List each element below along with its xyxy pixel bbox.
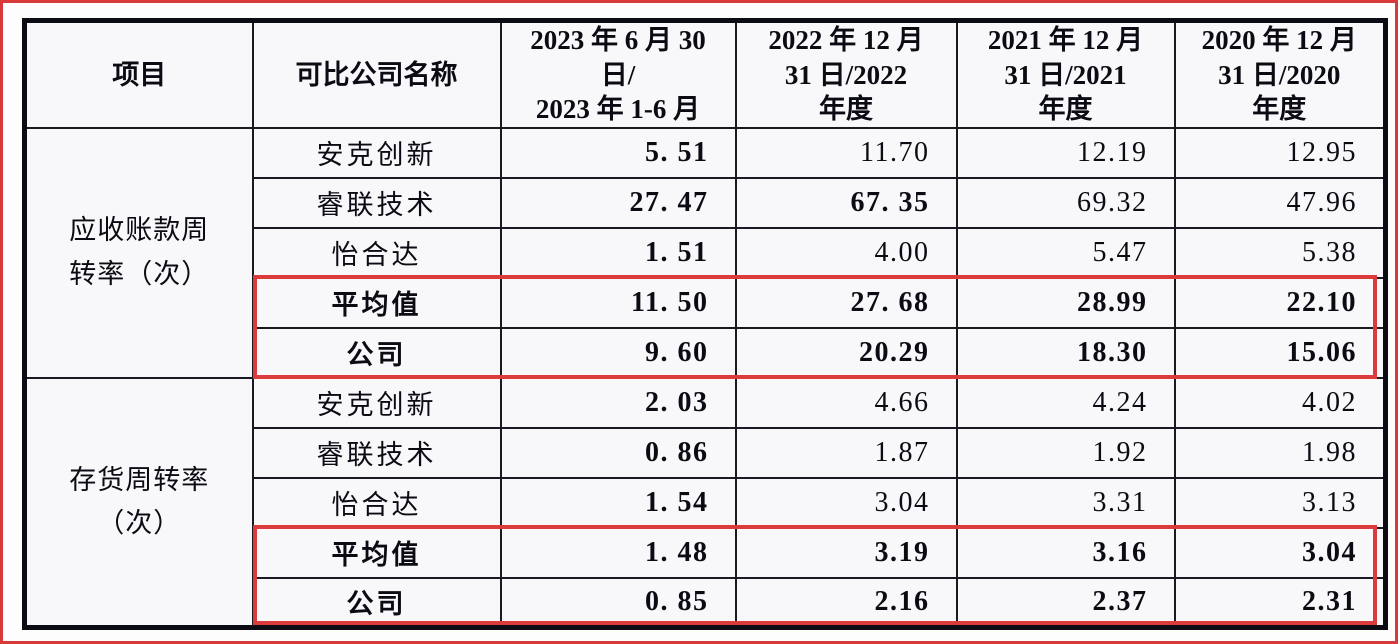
company-cell: 怡合达	[251, 226, 502, 279]
value-cell: 0. 86	[499, 426, 737, 479]
header-item: 项目	[23, 19, 254, 129]
value-cell: 1.87	[734, 426, 958, 479]
turnover-comparison-table: 项目 可比公司名称 2023 年 6 月 30 日/ 2023 年 1-6 月 …	[22, 18, 1388, 631]
company-cell: 睿联技术	[251, 426, 502, 479]
value-cell: 1. 51	[499, 226, 737, 279]
value-cell: 4.24	[955, 376, 1176, 429]
value-cell: 3.04	[734, 476, 958, 529]
value-cell: 28.99	[955, 276, 1176, 329]
value-cell: 0. 85	[499, 576, 737, 629]
value-cell: 5.47	[955, 226, 1176, 279]
company-cell: 公司	[251, 576, 502, 629]
table-row: 怡合达 1. 51 4.00 5.47 5.38	[25, 226, 1387, 279]
section-label-receivable-turnover: 应收账款周 转率（次）	[23, 126, 254, 379]
value-cell: 2.37	[955, 576, 1176, 629]
value-cell: 22.10	[1173, 276, 1387, 329]
value-cell: 1.98	[1173, 426, 1387, 479]
value-cell: 2.16	[734, 576, 958, 629]
value-cell: 4.66	[734, 376, 958, 429]
header-period-2020: 2020 年 12 月 31 日/2020 年度	[1173, 19, 1387, 129]
value-cell: 12.19	[955, 126, 1176, 179]
value-cell: 15.06	[1173, 326, 1387, 379]
value-cell: 3.31	[955, 476, 1176, 529]
company-cell: 睿联技术	[251, 176, 502, 229]
company-cell: 安克创新	[251, 126, 502, 179]
value-cell: 2.31	[1173, 576, 1387, 629]
value-cell: 3.13	[1173, 476, 1387, 529]
value-cell: 18.30	[955, 326, 1176, 379]
table-row-average-highlighted: 平均值 11. 50 27. 68 28.99 22.10	[25, 276, 1387, 329]
value-cell: 3.16	[955, 526, 1176, 579]
table-row: 睿联技术 0. 86 1.87 1.92 1.98	[25, 426, 1387, 479]
value-cell: 27. 68	[734, 276, 958, 329]
value-cell: 12.95	[1173, 126, 1387, 179]
table-row-company-highlighted: 公司 9. 60 20.29 18.30 15.06	[25, 326, 1387, 379]
header-row: 项目 可比公司名称 2023 年 6 月 30 日/ 2023 年 1-6 月 …	[23, 19, 1387, 129]
value-cell: 3.19	[734, 526, 958, 579]
value-cell: 27. 47	[499, 176, 737, 229]
value-cell: 4.02	[1173, 376, 1387, 429]
value-cell: 1. 54	[499, 476, 737, 529]
table-row-company-highlighted: 公司 0. 85 2.16 2.37 2.31	[25, 576, 1387, 629]
header-period-2021: 2021 年 12 月 31 日/2021 年度	[955, 19, 1176, 129]
value-cell: 11.70	[734, 126, 958, 179]
value-cell: 2. 03	[499, 376, 737, 429]
table-row-average-highlighted: 平均值 1. 48 3.19 3.16 3.04	[25, 526, 1387, 579]
value-cell: 1. 48	[499, 526, 737, 579]
company-cell: 安克创新	[251, 376, 502, 429]
value-cell: 5. 51	[499, 126, 737, 179]
value-cell: 4.00	[734, 226, 958, 279]
header-company: 可比公司名称	[251, 19, 502, 129]
company-cell: 平均值	[251, 526, 502, 579]
company-cell: 怡合达	[251, 476, 502, 529]
section-label-inventory-turnover: 存货周转率 （次）	[23, 376, 254, 629]
value-cell: 69.32	[955, 176, 1176, 229]
table-row: 存货周转率 （次） 安克创新 2. 03 4.66 4.24 4.02	[23, 376, 1387, 629]
value-cell: 67. 35	[734, 176, 958, 229]
value-cell: 1.92	[955, 426, 1176, 479]
header-period-2023: 2023 年 6 月 30 日/ 2023 年 1-6 月	[499, 19, 737, 129]
value-cell: 5.38	[1173, 226, 1387, 279]
value-cell: 9. 60	[499, 326, 737, 379]
table-row: 应收账款周 转率（次） 安克创新 5. 51 11.70 12.19 12.95	[23, 126, 1387, 379]
value-cell: 20.29	[734, 326, 958, 379]
value-cell: 3.04	[1173, 526, 1387, 579]
value-cell: 47.96	[1173, 176, 1387, 229]
table-row: 睿联技术 27. 47 67. 35 69.32 47.96	[25, 176, 1387, 229]
company-cell: 公司	[251, 326, 502, 379]
value-cell: 11. 50	[499, 276, 737, 329]
company-cell: 平均值	[251, 276, 502, 329]
header-period-2022: 2022 年 12 月 31 日/2022 年度	[734, 19, 958, 129]
